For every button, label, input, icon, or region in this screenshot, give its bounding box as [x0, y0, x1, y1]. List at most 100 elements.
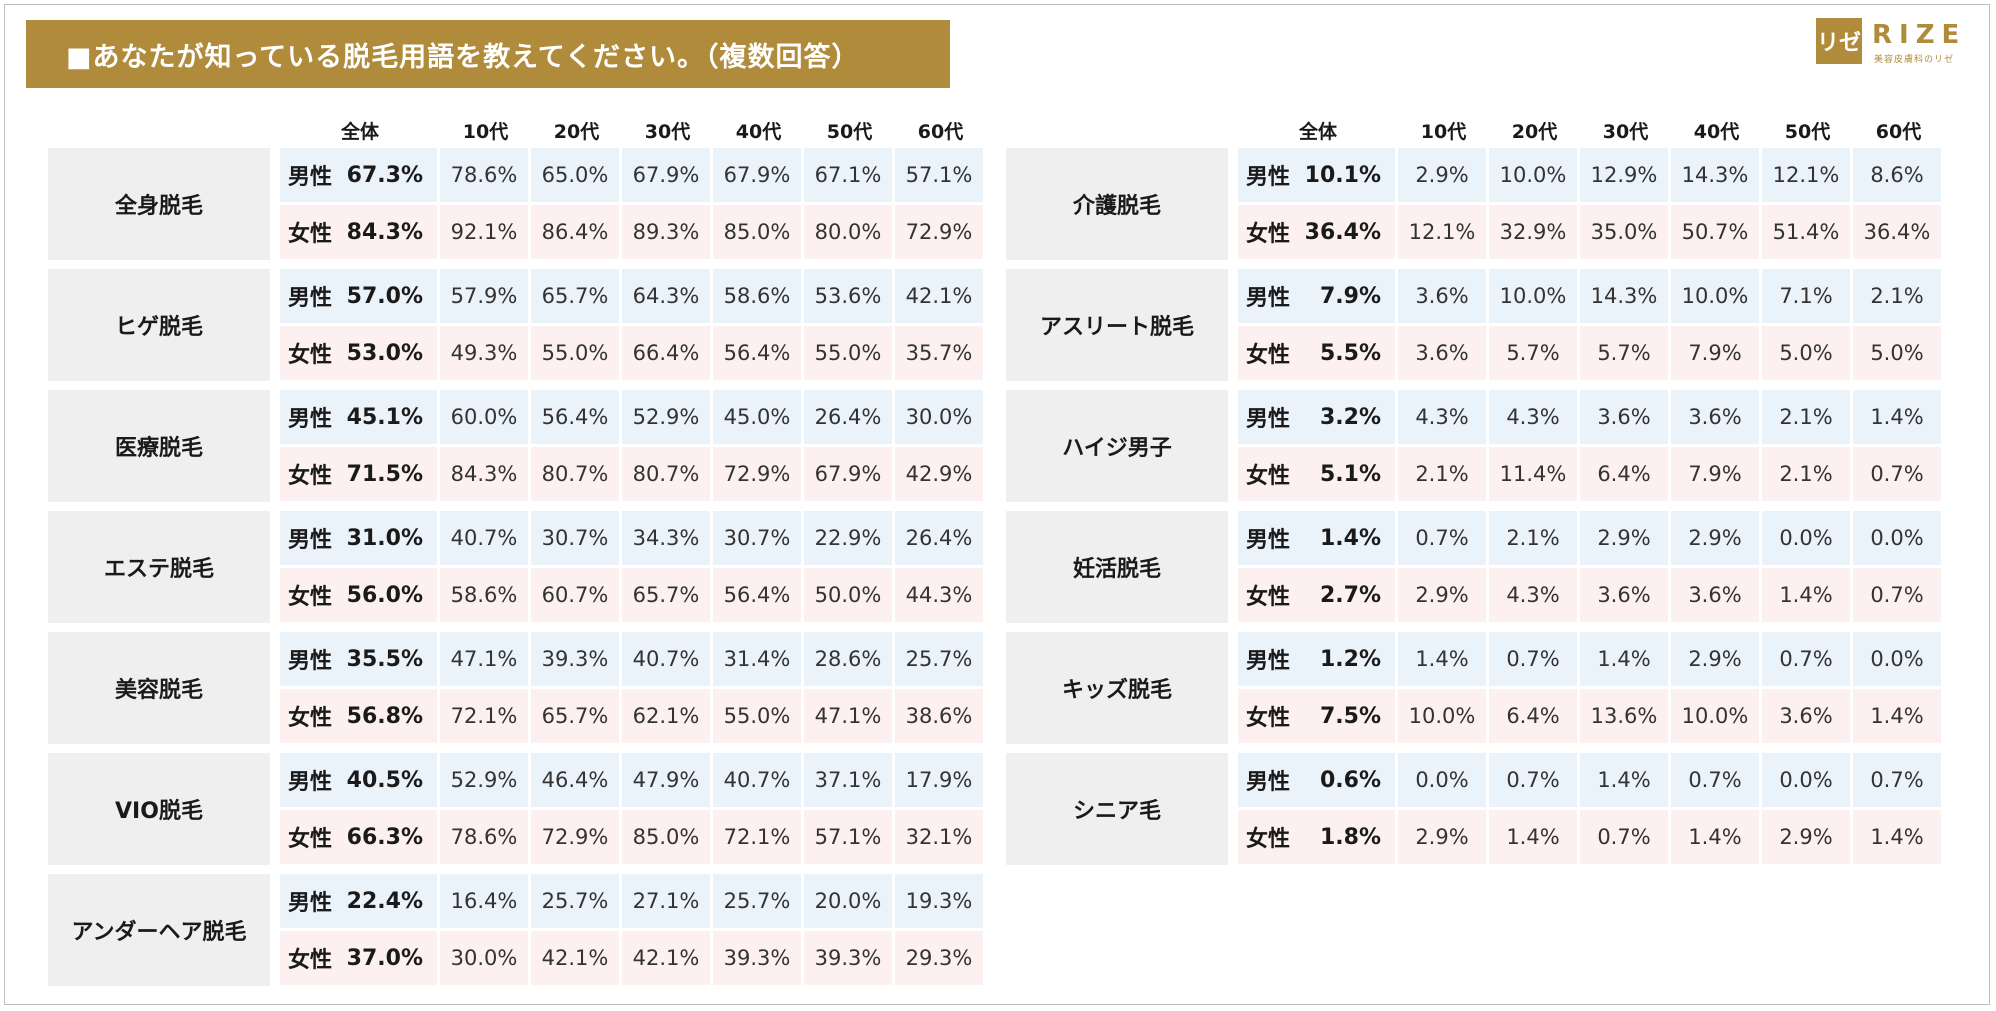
age-value-30代: 12.9% [1580, 148, 1668, 202]
age-value-60代: 38.6% [895, 689, 983, 743]
female-total-cell: 女性 5.1% [1238, 447, 1395, 501]
term-rows: 男性 40.5% 52.9% 46.4% 47.9% 40.7% 37.1% 17.9% 女性 6… [280, 753, 986, 865]
header-age-10代: 10代 [462, 120, 509, 143]
total-value: 35.5% [346, 646, 423, 672]
age-value-20代: 1.4% [1489, 810, 1577, 864]
age-value-50代: 47.1% [804, 689, 892, 743]
age-value-30代: 5.7% [1580, 326, 1668, 380]
male-row: 男性 35.5% 47.1% 39.3% 40.7% 31.4% 28.6% 25.7% [280, 632, 986, 687]
age-value-60代: 0.7% [1853, 568, 1941, 622]
term-rows: 男性 57.0% 57.9% 65.7% 64.3% 58.6% 53.6% 42.1% 女性 5… [280, 269, 986, 381]
term-name: ヒゲ脱毛 [48, 269, 270, 381]
gender-label: 女性 [1246, 585, 1291, 610]
age-value-10代: 10.0% [1398, 689, 1486, 743]
age-value-20代: 6.4% [1489, 689, 1577, 743]
age-value-50代: 0.0% [1762, 753, 1850, 807]
age-value-10代: 40.7% [440, 511, 528, 565]
age-value-60代: 42.9% [895, 447, 983, 501]
term-rows: 男性 0.6% 0.0% 0.7% 1.4% 0.7% 0.0% 0.7% 女性 1.8% 2.9%… [1238, 753, 1944, 865]
total-value: 0.6% [1319, 767, 1381, 793]
age-value-20代: 55.0% [531, 326, 619, 380]
female-row: 女性 71.5% 84.3% 80.7% 80.7% 72.9% 67.9% 42.9% [280, 447, 986, 502]
age-value-30代: 0.7% [1580, 810, 1668, 864]
age-value-20代: 0.7% [1489, 632, 1577, 686]
age-value-20代: 4.3% [1489, 390, 1577, 444]
female-total-cell: 女性 1.8% [1238, 810, 1395, 864]
age-value-30代: 34.3% [622, 511, 710, 565]
gender-label: 女性 [1246, 343, 1291, 368]
age-value-30代: 62.1% [622, 689, 710, 743]
survey-question-title: ■あなたが知っている脱毛用語を教えてください。（複数回答） [26, 20, 950, 88]
term-name: 美容脱毛 [48, 632, 270, 744]
age-value-40代: 72.9% [713, 447, 801, 501]
female-row: 女性 36.4% 12.1% 32.9% 35.0% 50.7% 51.4% 36.4% [1238, 205, 1944, 260]
term-group: 美容脱毛 男性 35.5% 47.1% 39.3% 40.7% 31.4% 28.6% 25.7… [48, 632, 986, 744]
male-row: 男性 7.9% 3.6% 10.0% 14.3% 10.0% 7.1% 2.1% [1238, 269, 1944, 324]
age-value-60代: 0.0% [1853, 511, 1941, 565]
age-value-60代: 17.9% [895, 753, 983, 807]
female-total-cell: 女性 66.3% [280, 810, 437, 864]
age-value-50代: 3.6% [1762, 689, 1850, 743]
age-value-40代: 1.4% [1671, 810, 1759, 864]
age-value-10代: 4.3% [1398, 390, 1486, 444]
age-value-50代: 7.1% [1762, 269, 1850, 323]
age-value-60代: 25.7% [895, 632, 983, 686]
total-value: 84.3% [346, 219, 423, 245]
term-rows: 男性 7.9% 3.6% 10.0% 14.3% 10.0% 7.1% 2.1% 女性 5.5% 3… [1238, 269, 1944, 381]
age-value-60代: 42.1% [895, 269, 983, 323]
male-row: 男性 40.5% 52.9% 46.4% 47.9% 40.7% 37.1% 17.9% [280, 753, 986, 808]
age-value-40代: 85.0% [713, 205, 801, 259]
gender-label: 男性 [1246, 286, 1291, 311]
term-name: キッズ脱毛 [1006, 632, 1228, 744]
age-value-60代: 29.3% [895, 931, 983, 985]
total-value: 31.0% [346, 525, 423, 551]
age-value-20代: 72.9% [531, 810, 619, 864]
age-value-20代: 65.7% [531, 269, 619, 323]
age-value-60代: 0.7% [1853, 447, 1941, 501]
female-total-cell: 女性 53.0% [280, 326, 437, 380]
age-value-10代: 2.9% [1398, 810, 1486, 864]
female-total-cell: 女性 36.4% [1238, 205, 1395, 259]
age-value-10代: 84.3% [440, 447, 528, 501]
total-value: 37.0% [346, 945, 423, 971]
gender-label: 男性 [1246, 770, 1291, 795]
age-value-60代: 5.0% [1853, 326, 1941, 380]
age-value-20代: 4.3% [1489, 568, 1577, 622]
age-value-20代: 42.1% [531, 931, 619, 985]
age-value-20代: 65.0% [531, 148, 619, 202]
age-value-10代: 3.6% [1398, 269, 1486, 323]
age-value-50代: 1.4% [1762, 568, 1850, 622]
age-value-40代: 58.6% [713, 269, 801, 323]
total-value: 7.5% [1319, 703, 1381, 729]
age-value-20代: 32.9% [1489, 205, 1577, 259]
age-value-50代: 5.0% [1762, 326, 1850, 380]
age-value-20代: 10.0% [1489, 148, 1577, 202]
age-value-10代: 0.0% [1398, 753, 1486, 807]
term-group: ハイジ男子 男性 3.2% 4.3% 4.3% 3.6% 3.6% 2.1% 1.4% 女性 5.1… [1006, 390, 1944, 502]
total-value: 1.4% [1319, 525, 1381, 551]
age-value-50代: 57.1% [804, 810, 892, 864]
age-value-40代: 10.0% [1671, 689, 1759, 743]
total-value: 22.4% [346, 888, 423, 914]
gender-label: 女性 [288, 464, 333, 489]
total-value: 67.3% [346, 162, 423, 188]
total-value: 1.8% [1319, 824, 1381, 850]
male-row: 男性 1.4% 0.7% 2.1% 2.9% 2.9% 0.0% 0.0% [1238, 511, 1944, 566]
age-value-20代: 5.7% [1489, 326, 1577, 380]
header-age-60代: 60代 [1875, 120, 1922, 143]
female-total-cell: 女性 5.5% [1238, 326, 1395, 380]
term-name: 医療脱毛 [48, 390, 270, 502]
female-row: 女性 66.3% 78.6% 72.9% 85.0% 72.1% 57.1% 32.1% [280, 810, 986, 865]
header-age-40代: 40代 [735, 120, 782, 143]
female-row: 女性 56.8% 72.1% 65.7% 62.1% 55.0% 47.1% 38.6% [280, 689, 986, 744]
female-row: 女性 84.3% 92.1% 86.4% 89.3% 85.0% 80.0% 72.9% [280, 205, 986, 260]
term-rows: 男性 67.3% 78.6% 65.0% 67.9% 67.9% 67.1% 57.1% 女性 8… [280, 148, 986, 260]
gender-label: 女性 [288, 706, 333, 731]
age-value-10代: 1.4% [1398, 632, 1486, 686]
term-group: 介護脱毛 男性 10.1% 2.9% 10.0% 12.9% 14.3% 12.1% 8.6% 女… [1006, 148, 1944, 260]
age-value-50代: 26.4% [804, 390, 892, 444]
term-rows: 男性 31.0% 40.7% 30.7% 34.3% 30.7% 22.9% 26.4% 女性 5… [280, 511, 986, 623]
term-rows: 男性 35.5% 47.1% 39.3% 40.7% 31.4% 28.6% 25.7% 女性 5… [280, 632, 986, 744]
age-value-40代: 7.9% [1671, 326, 1759, 380]
age-value-50代: 51.4% [1762, 205, 1850, 259]
